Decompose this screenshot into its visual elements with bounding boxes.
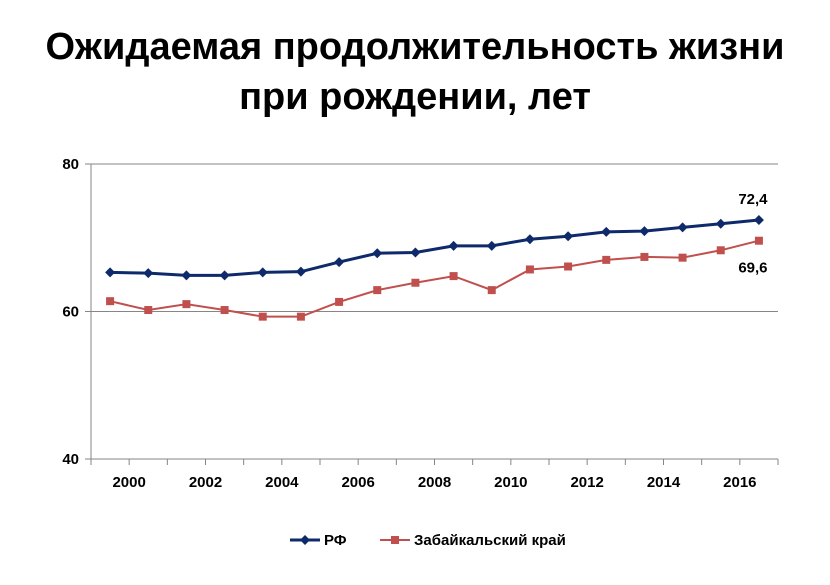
x-tick-label-2010: 2010 (494, 474, 527, 491)
data-label-0: 72,4 (738, 191, 768, 208)
series-line-0 (110, 218, 760, 277)
data-point-0-2006 (334, 257, 345, 268)
series-line-1 (109, 239, 760, 318)
x-tick-label-2014: 2014 (647, 474, 681, 491)
data-point-0-2002 (181, 270, 192, 281)
data-point-1-2011 (525, 265, 534, 274)
y-tick-label-40: 40 (62, 451, 79, 468)
data-point-1-2005 (296, 312, 305, 321)
y-tick-label-60: 60 (62, 304, 79, 321)
data-point-0-2009 (448, 240, 459, 251)
data-point-0-2017 (753, 215, 764, 226)
data-point-1-2001 (144, 306, 153, 315)
chart-title-line-1: Ожидаемая продолжительность жизни (45, 26, 785, 68)
data-point-1-2013 (602, 255, 611, 264)
data-point-1-2008 (411, 278, 420, 287)
legend-marker-1 (391, 536, 399, 544)
data-point-1-2009 (449, 272, 458, 281)
data-point-0-2003 (219, 270, 230, 281)
x-tick-label-2006: 2006 (341, 474, 374, 491)
x-tick-label-2012: 2012 (570, 474, 603, 491)
chart-title: Ожидаемая продолжительность жизни при ро… (0, 22, 830, 122)
data-point-0-2015 (677, 222, 688, 233)
x-tick-label-2000: 2000 (112, 474, 145, 491)
data-point-1-2007 (373, 286, 382, 295)
data-point-1-2014 (640, 252, 649, 261)
data-point-0-2005 (295, 266, 306, 277)
data-point-1-2015 (678, 253, 687, 262)
data-point-0-2008 (410, 247, 421, 258)
data-point-1-2012 (564, 262, 573, 271)
data-point-0-2010 (486, 240, 497, 251)
data-point-1-2004 (258, 312, 267, 321)
y-tick-label-80: 80 (62, 156, 79, 173)
data-point-0-2012 (563, 231, 574, 242)
data-point-0-2014 (639, 226, 650, 237)
data-point-1-2002 (182, 300, 191, 309)
data-point-1-2017 (754, 236, 763, 245)
x-tick-label-2004: 2004 (265, 474, 299, 491)
data-point-0-2004 (257, 267, 268, 278)
data-point-1-2010 (487, 286, 496, 295)
data-point-1-2000 (106, 297, 115, 306)
x-tick-label-2016: 2016 (723, 474, 756, 491)
data-point-0-2011 (524, 234, 535, 245)
data-point-0-2013 (601, 226, 612, 237)
x-tick-label-2008: 2008 (418, 474, 451, 491)
data-point-1-2003 (220, 306, 229, 315)
data-point-0-2007 (372, 248, 383, 259)
data-point-0-2016 (715, 218, 726, 229)
data-point-1-2016 (716, 246, 725, 255)
legend-label-1: Забайкальский край (414, 532, 566, 549)
data-point-0-2000 (105, 267, 116, 278)
data-point-1-2006 (335, 297, 344, 306)
legend-marker-0 (300, 535, 310, 545)
data-point-0-2001 (143, 268, 154, 279)
legend-label-0: РФ (324, 532, 347, 549)
chart-title-line-2: при рождении, лет (239, 76, 591, 118)
data-label-1: 69,6 (738, 260, 767, 277)
x-tick-label-2002: 2002 (189, 474, 222, 491)
